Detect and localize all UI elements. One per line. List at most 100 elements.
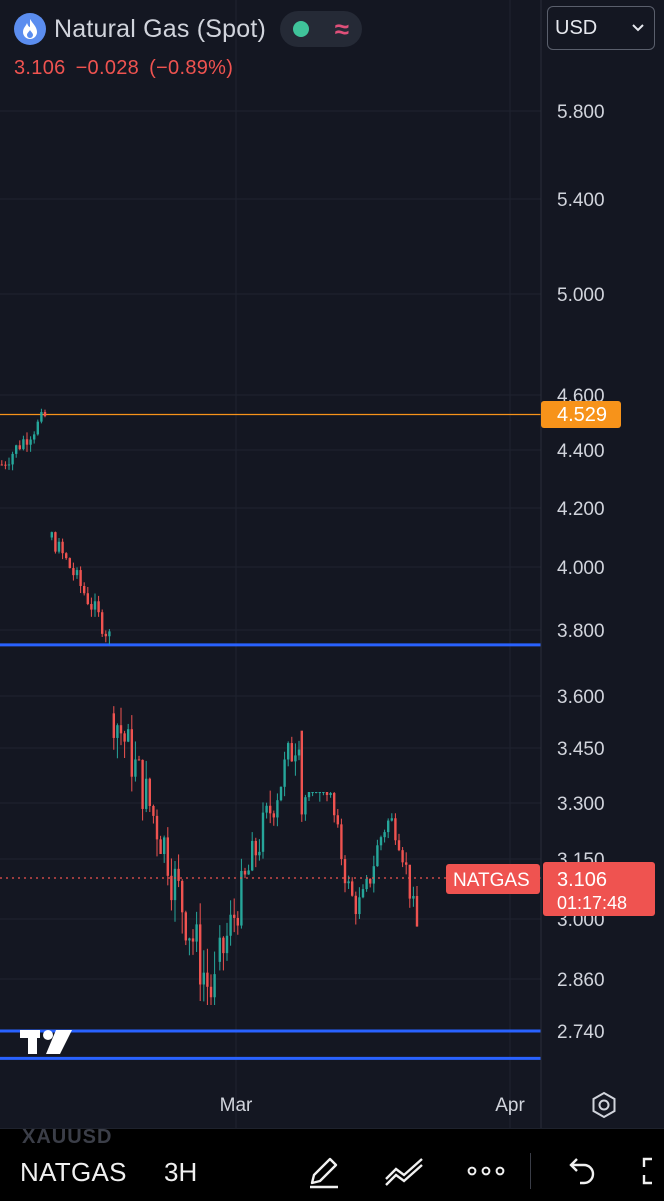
candle-body: [101, 612, 104, 634]
candle-body: [265, 805, 268, 813]
market-status-pill[interactable]: ≈: [280, 11, 363, 47]
candle-body: [307, 792, 311, 798]
price-tick-label: 5.800: [557, 102, 605, 123]
candle-body: [166, 837, 169, 876]
candle-body: [300, 730, 303, 815]
toolbar-timeframe[interactable]: 3H: [164, 1157, 198, 1187]
candle-body: [401, 850, 404, 863]
more-dots-icon[interactable]: [464, 1149, 508, 1193]
candle-body: [387, 820, 390, 833]
candle-body: [83, 585, 86, 594]
candle-body: [229, 914, 232, 936]
candle-body: [173, 868, 177, 901]
candle-body: [383, 832, 386, 838]
candle-body: [365, 878, 368, 890]
candle-body: [159, 839, 162, 855]
price-tick-label: 5.400: [557, 190, 605, 211]
candle-body: [290, 743, 293, 762]
candle-body: [68, 558, 71, 569]
time-label-apr: Apr: [495, 1095, 525, 1116]
candle-body: [155, 815, 159, 840]
candle-body: [415, 896, 419, 927]
candle-body: [322, 792, 325, 793]
candle-body: [202, 972, 205, 985]
candle-body: [170, 875, 173, 901]
candle-body: [15, 445, 18, 454]
alert-price-label-bg: [541, 401, 621, 428]
candle-body: [199, 924, 202, 985]
fullscreen-icon[interactable]: [632, 1149, 664, 1193]
price-tick-label: 4.400: [557, 441, 605, 462]
price-tick-label: 3.800: [557, 621, 605, 642]
horizontal-lines: [0, 413, 541, 1060]
candle-body: [358, 897, 361, 915]
candle-body: [75, 570, 79, 576]
tradingview-logo-icon[interactable]: [20, 1030, 72, 1054]
candle-body: [116, 725, 119, 738]
toolbar-ticker[interactable]: NATGAS: [20, 1157, 127, 1187]
candle-body: [90, 604, 93, 610]
price-tick-label: 3.300: [557, 794, 605, 815]
candle-body: [333, 793, 336, 816]
undo-icon[interactable]: [560, 1149, 604, 1193]
candle-body: [258, 851, 261, 856]
candle-body: [86, 593, 89, 605]
price-tick-label: 4.200: [557, 499, 605, 520]
candle-body: [188, 938, 191, 941]
price-tick-label: 3.600: [557, 687, 605, 708]
candle-body: [318, 792, 321, 793]
candle-body: [254, 840, 257, 856]
current-price-value: 3.106: [557, 869, 607, 891]
symbol-price-tag-bg: [446, 864, 540, 894]
candle-body: [177, 868, 180, 881]
candle-body: [297, 749, 301, 756]
candle-body: [40, 412, 43, 422]
candle-body: [79, 570, 82, 586]
price-change: −0.028: [75, 57, 140, 79]
candle-body: [218, 937, 221, 962]
candle-body: [152, 805, 155, 816]
candle-body: [311, 792, 314, 793]
candle-body: [276, 800, 279, 818]
candle-body: [240, 870, 243, 926]
candle-body: [97, 601, 100, 613]
candle-body: [123, 733, 126, 742]
candle-body: [347, 881, 350, 884]
candle-body: [0, 464, 4, 466]
candle-body: [294, 755, 297, 762]
candle-body: [206, 972, 209, 987]
candle-body: [33, 434, 36, 440]
candle-body: [222, 937, 225, 954]
candle-body: [287, 743, 290, 760]
chevron-down-icon: [632, 24, 644, 32]
candle-body: [61, 541, 64, 554]
candle-body: [4, 464, 7, 466]
candle-body: [181, 880, 184, 913]
drawing-pen-icon[interactable]: [302, 1149, 346, 1193]
candle-body: [50, 532, 53, 538]
symbol-header[interactable]: Natural Gas (Spot) ≈: [14, 11, 363, 47]
alert-price-label: 4.529: [557, 404, 607, 426]
currency-value: USD: [555, 16, 598, 39]
candle-body: [18, 445, 21, 450]
candle-body: [11, 453, 14, 465]
candle-body: [272, 813, 275, 818]
candle-body: [372, 866, 375, 884]
indicator-trend-icon[interactable]: [382, 1149, 426, 1193]
candle-body: [361, 889, 365, 898]
candle-body: [7, 464, 11, 466]
candle-body: [329, 793, 332, 795]
candle-body: [236, 917, 239, 926]
candle-body: [43, 412, 47, 417]
candle-body: [137, 759, 141, 761]
candle-body: [394, 818, 397, 841]
currency-select[interactable]: USD: [547, 6, 655, 50]
price-tick-label: 5.000: [557, 285, 605, 306]
chart-settings-icon[interactable]: [590, 1091, 618, 1119]
market-open-dot-icon: [292, 21, 309, 37]
candle-body: [408, 864, 411, 899]
candle-body: [351, 881, 354, 896]
candle-body: [343, 859, 347, 884]
candle-body: [134, 759, 137, 777]
